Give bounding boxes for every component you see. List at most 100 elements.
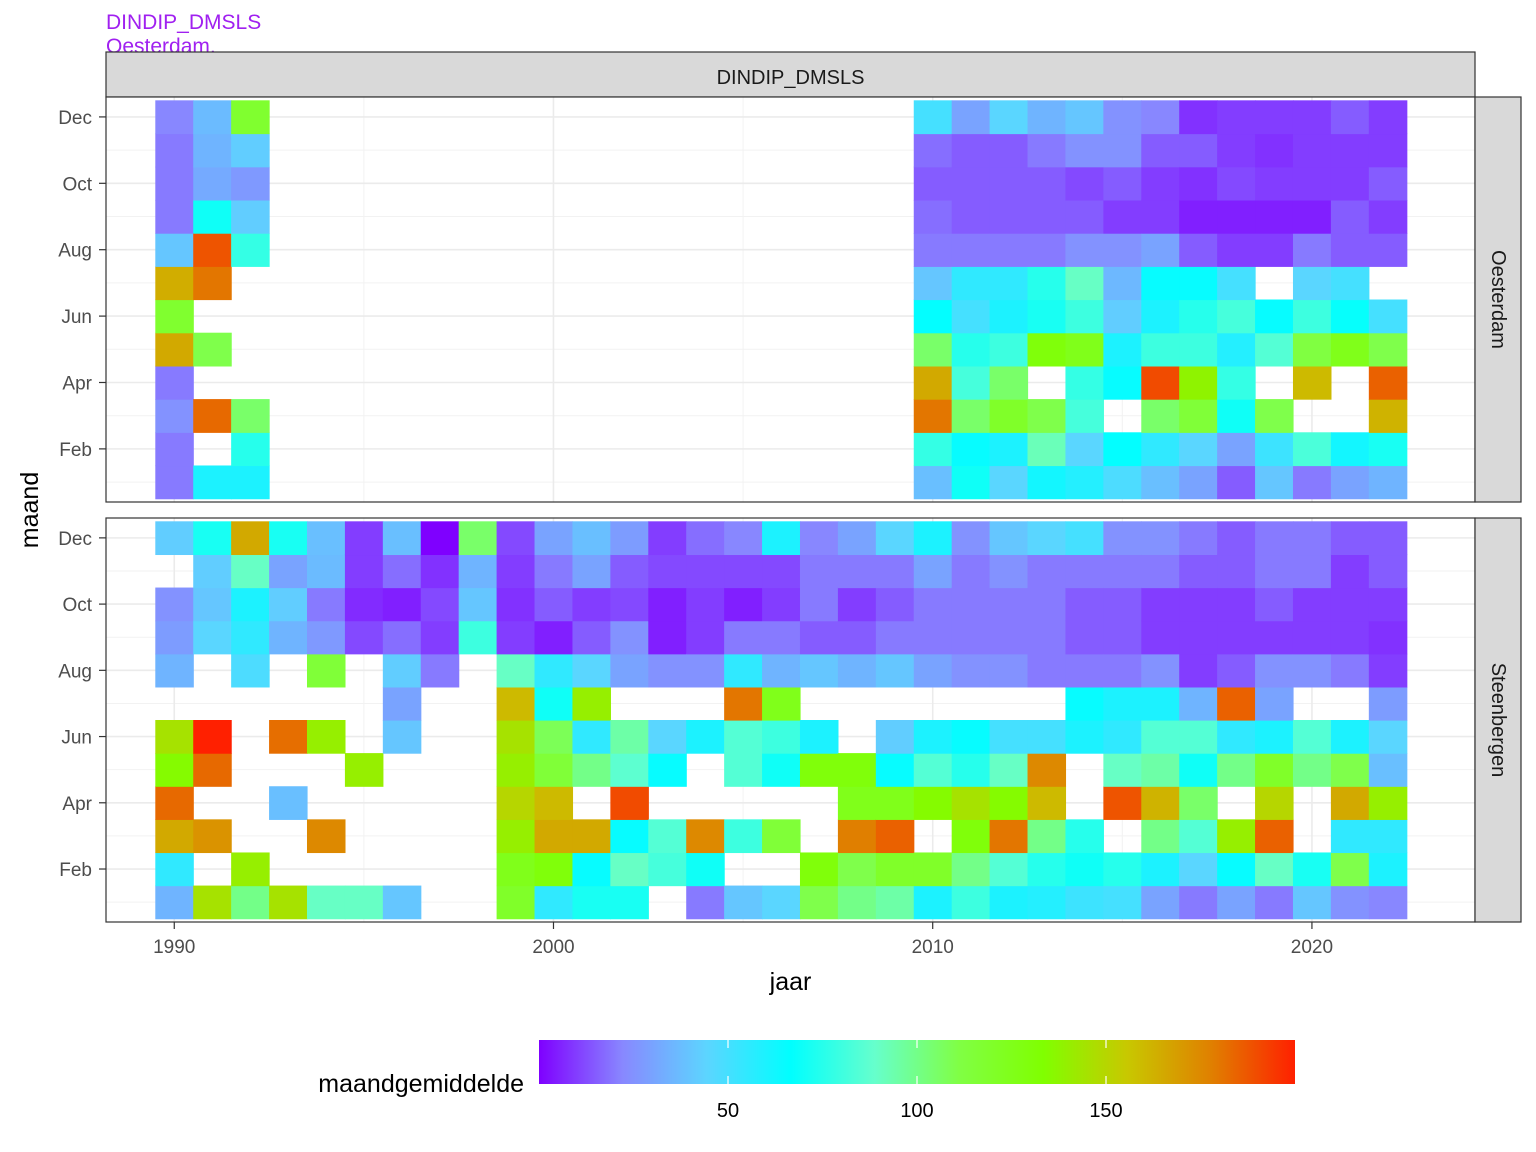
heat-tile bbox=[913, 753, 953, 787]
heat-tile bbox=[913, 852, 953, 887]
heat-tile bbox=[875, 620, 915, 655]
heat-tile bbox=[1179, 299, 1218, 334]
strip-right bbox=[1474, 517, 1522, 923]
heat-tile bbox=[1027, 786, 1067, 820]
heat-tile bbox=[1179, 852, 1218, 887]
heat-tile bbox=[1217, 753, 1256, 787]
heat-tile bbox=[837, 786, 877, 820]
heat-tile bbox=[1141, 852, 1180, 887]
heat-tile bbox=[1368, 554, 1408, 589]
heat-tile bbox=[1292, 133, 1332, 168]
heat-tile bbox=[1292, 620, 1332, 655]
heat-tile bbox=[1065, 332, 1104, 367]
heat-tile bbox=[193, 554, 232, 589]
heat-tile bbox=[1368, 521, 1408, 556]
heat-tile bbox=[155, 587, 194, 622]
heat-tile bbox=[837, 753, 877, 787]
heat-tile bbox=[231, 465, 270, 500]
heat-tile bbox=[1179, 720, 1218, 754]
heat-tile bbox=[572, 885, 611, 920]
heat-tile bbox=[951, 587, 991, 622]
y-axis-label: maand bbox=[16, 472, 44, 548]
heat-tile bbox=[1255, 166, 1294, 201]
heat-tile bbox=[534, 554, 574, 589]
heat-tile bbox=[913, 100, 953, 135]
heat-tile bbox=[496, 720, 536, 754]
heat-tile bbox=[572, 852, 611, 887]
heat-tile bbox=[951, 786, 991, 820]
heat-tile bbox=[155, 266, 194, 301]
heat-tile bbox=[610, 554, 649, 589]
heat-tile bbox=[1255, 587, 1294, 622]
heat-tile bbox=[1368, 653, 1408, 688]
heat-tile bbox=[1330, 100, 1370, 135]
heat-tile bbox=[875, 786, 915, 820]
heat-tile bbox=[193, 266, 232, 301]
heat-tile bbox=[1217, 233, 1256, 267]
heat-tile bbox=[1255, 199, 1294, 234]
heat-tile bbox=[1217, 399, 1256, 433]
heat-tile bbox=[155, 399, 194, 433]
heat-tile bbox=[686, 885, 725, 920]
heat-tile bbox=[193, 587, 232, 622]
y-tick-label: Jun bbox=[61, 307, 92, 328]
heat-tile bbox=[382, 587, 422, 622]
heat-tile bbox=[1141, 720, 1180, 754]
heat-tile bbox=[1292, 266, 1332, 301]
heat-tile bbox=[1179, 266, 1218, 301]
heat-tile bbox=[420, 653, 460, 688]
heat-tile bbox=[1368, 399, 1408, 433]
heat-tile bbox=[989, 653, 1029, 688]
heat-tile bbox=[382, 720, 422, 754]
heat-tile bbox=[648, 620, 687, 655]
heat-tile bbox=[1217, 199, 1256, 234]
heat-tile bbox=[1027, 885, 1067, 920]
heat-tile bbox=[1255, 720, 1294, 754]
heat-tile bbox=[913, 266, 953, 301]
heat-tile bbox=[610, 720, 649, 754]
heat-tile bbox=[1141, 100, 1180, 135]
heat-tile bbox=[1255, 233, 1294, 267]
heat-tile bbox=[155, 620, 194, 655]
heat-tile bbox=[1292, 432, 1332, 467]
heat-tile bbox=[951, 332, 991, 367]
heat-tile bbox=[1217, 299, 1256, 334]
heat-tile bbox=[306, 653, 346, 688]
heat-tile bbox=[951, 521, 991, 556]
heat-tile bbox=[1179, 465, 1218, 500]
heat-tile bbox=[1141, 133, 1180, 168]
heat-tile bbox=[1255, 332, 1294, 367]
heat-tile bbox=[1330, 852, 1370, 887]
y-tick-label: Oct bbox=[62, 595, 92, 616]
heat-tile bbox=[875, 554, 915, 589]
heat-tile bbox=[913, 166, 953, 201]
heat-tile bbox=[989, 399, 1029, 433]
heat-tile bbox=[1179, 753, 1218, 787]
heat-tile bbox=[1103, 852, 1142, 887]
heat-tile bbox=[193, 166, 232, 201]
heat-tile bbox=[231, 199, 270, 234]
heat-tile bbox=[420, 587, 460, 622]
heat-tile bbox=[534, 753, 574, 787]
heat-tile bbox=[1217, 554, 1256, 589]
heat-tile bbox=[534, 587, 574, 622]
heat-tile bbox=[1103, 299, 1142, 334]
heat-tile bbox=[1255, 620, 1294, 655]
heat-tile bbox=[534, 686, 574, 721]
heat-tile bbox=[724, 819, 763, 854]
heat-tile bbox=[1179, 521, 1218, 556]
heat-tile bbox=[572, 720, 611, 754]
heat-tile bbox=[1368, 233, 1408, 267]
heat-tile bbox=[1065, 465, 1104, 500]
heat-tile bbox=[1179, 233, 1218, 267]
heat-tile bbox=[1065, 620, 1104, 655]
heat-tile bbox=[1065, 266, 1104, 301]
heat-tile bbox=[648, 852, 687, 887]
heat-tile bbox=[989, 885, 1029, 920]
heat-tile bbox=[1103, 266, 1142, 301]
heat-tile bbox=[1330, 620, 1370, 655]
heat-tile bbox=[1292, 587, 1332, 622]
heat-tile bbox=[1368, 432, 1408, 467]
heat-tile bbox=[458, 554, 498, 589]
heat-tile bbox=[989, 720, 1029, 754]
